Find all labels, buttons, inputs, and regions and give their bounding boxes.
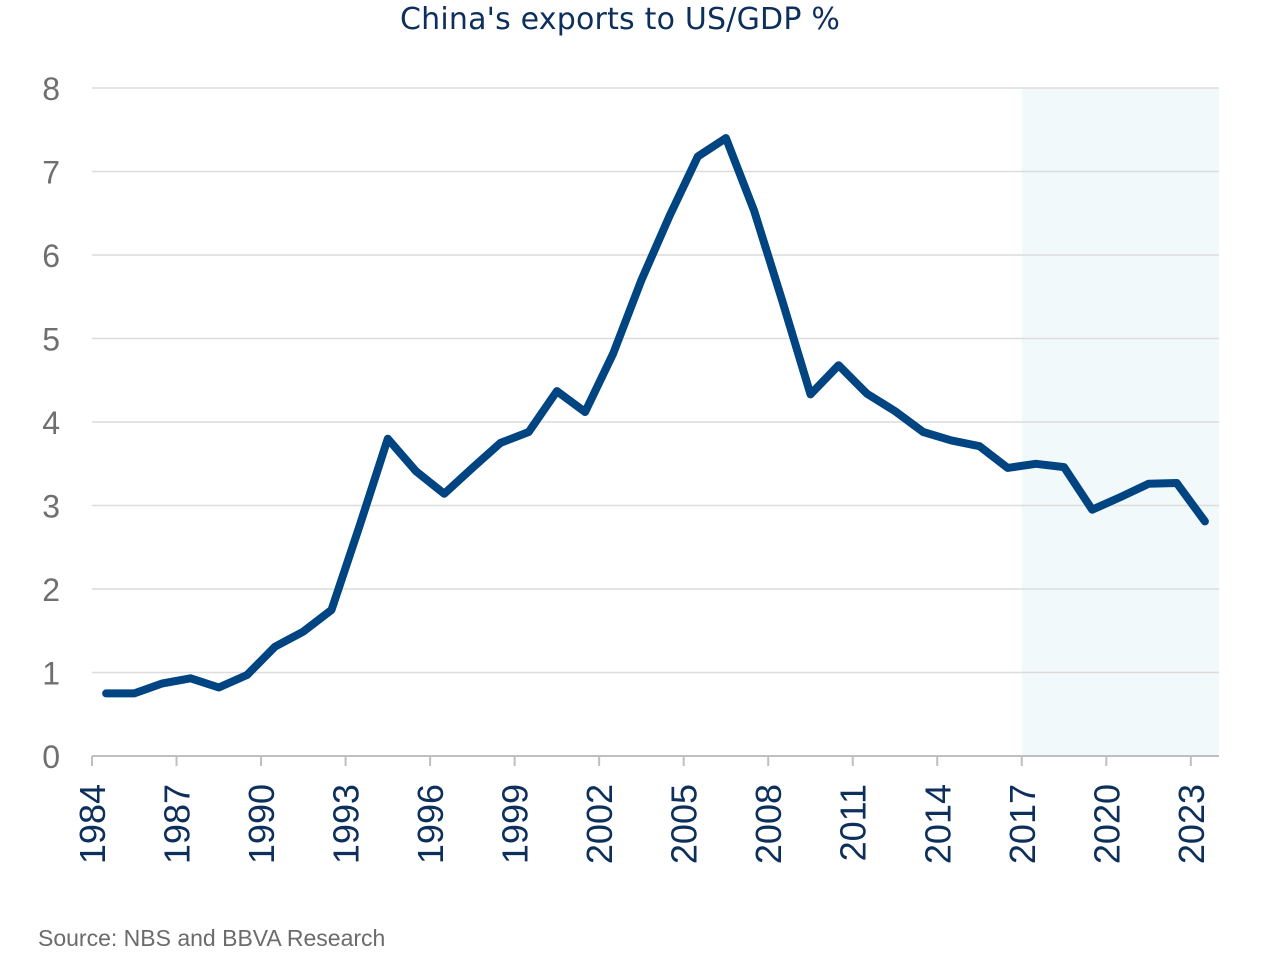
data-point [609,350,617,358]
data-point [919,428,927,436]
y-tick-label: 2 [42,572,60,608]
data-point [158,679,166,687]
x-tick-label: 1996 [410,784,451,864]
data-point [215,684,223,692]
data-point [694,152,702,160]
series-layer [102,134,1209,698]
data-point [130,689,138,697]
x-axis-ticks: 1984 1987 1990 1993 1996 1999 2002 2005 2008 2011… [72,784,1212,864]
data-point [497,439,505,447]
data-point [1032,460,1040,468]
y-tick-label: 3 [42,489,60,525]
x-tick-label: 2023 [1171,784,1212,864]
x-tick-label: 2005 [664,784,705,864]
series-line [102,134,1209,698]
data-point [863,390,871,398]
data-point [581,408,589,416]
data-point [1088,506,1096,514]
data-point [440,490,448,498]
y-tick-label: 6 [42,238,60,274]
gridlines [92,87,1219,674]
y-tick-label: 5 [42,322,60,358]
data-point [1173,479,1181,487]
data-point [891,407,899,415]
data-point [384,435,392,443]
x-tick-label: 1987 [157,784,198,864]
y-axis-ticks: 0 1 2 3 4 5 6 7 8 [42,71,60,775]
x-tick-label: 1990 [241,784,282,864]
x-tick-label: 1999 [495,784,536,864]
data-point [806,390,814,398]
data-point [1145,480,1153,488]
y-tick-label: 1 [42,656,60,692]
x-tick-label: 2014 [917,784,958,864]
y-tick-label: 0 [42,739,60,775]
data-point [947,436,955,444]
data-point [1116,493,1124,501]
x-tick-label: 2008 [748,784,789,864]
data-point [271,643,279,651]
data-point [327,606,335,614]
source-note: Source: NBS and BBVA Research [38,925,386,951]
data-point [356,522,364,530]
data-point [525,428,533,436]
data-point [412,467,420,475]
data-point [778,297,786,305]
data-point [299,628,307,636]
data-point [1060,463,1068,471]
y-tick-label: 8 [42,71,60,107]
data-point [722,134,730,142]
data-point [102,689,110,697]
x-axis [91,755,1219,766]
data-point [666,212,674,220]
x-tick-label: 2020 [1086,784,1127,864]
data-point [1004,464,1012,472]
y-tick-label: 4 [42,405,60,441]
x-tick-label: 1984 [72,784,113,864]
x-tick-label: 1993 [326,784,367,864]
x-tick-label: 2017 [1002,784,1043,864]
data-point [1201,517,1209,525]
x-tick-label: 2011 [833,784,874,861]
data-point [243,671,251,679]
x-tick-label: 2002 [579,784,620,864]
data-point [468,464,476,472]
data-point [835,361,843,369]
data-point [976,442,984,450]
y-tick-label: 7 [42,155,60,191]
data-point [553,387,561,395]
chart-title: China's exports to US/GDP % [399,2,841,37]
data-point [637,276,645,284]
data-point [187,674,195,682]
data-point [750,207,758,215]
